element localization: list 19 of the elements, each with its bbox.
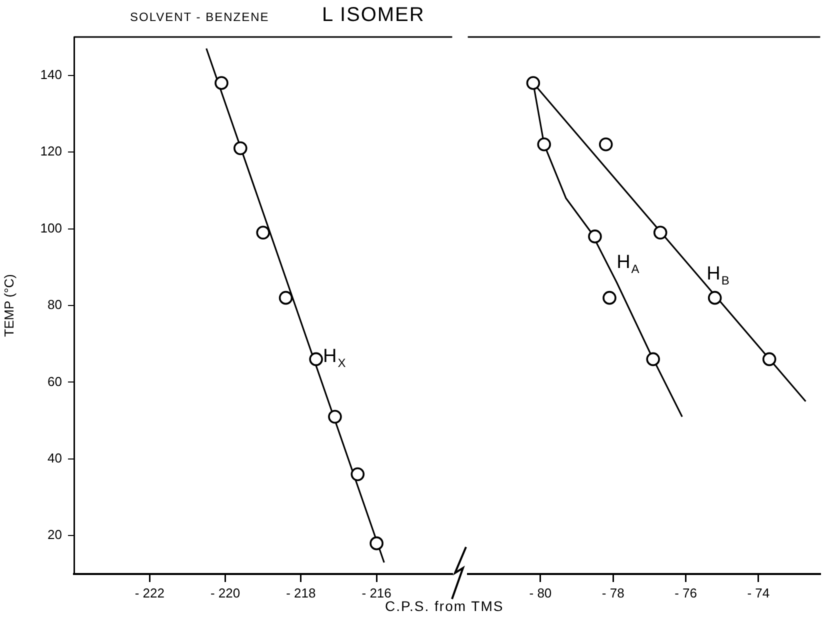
y-tick-label: 80 xyxy=(48,297,62,312)
chart-subtitle: SOLVENT - BENZENE xyxy=(130,10,270,24)
y-tick-label: 100 xyxy=(40,220,62,236)
y-axis-title: TEMP (°C) xyxy=(1,274,16,337)
y-tick-label: 20 xyxy=(48,527,62,542)
x-tick-label: - 76 xyxy=(674,585,697,600)
x-tick-label: - 74 xyxy=(747,585,770,600)
x-tick-label: - 78 xyxy=(602,585,624,600)
x-tick-label: - 218 xyxy=(286,585,316,600)
y-tick-label: 120 xyxy=(40,144,62,159)
x-axis-title: C.P.S. from TMS xyxy=(385,598,504,614)
y-tick-label: 140 xyxy=(40,66,62,82)
x-tick-label: - 222 xyxy=(134,585,164,600)
y-tick-label: 40 xyxy=(48,450,62,466)
x-tick-label: - 216 xyxy=(362,585,392,600)
x-tick-label: - 80 xyxy=(529,585,552,600)
y-tick-label: 60 xyxy=(48,374,62,389)
chart-title: L ISOMER xyxy=(322,4,425,27)
x-tick-label: - 220 xyxy=(210,585,240,600)
